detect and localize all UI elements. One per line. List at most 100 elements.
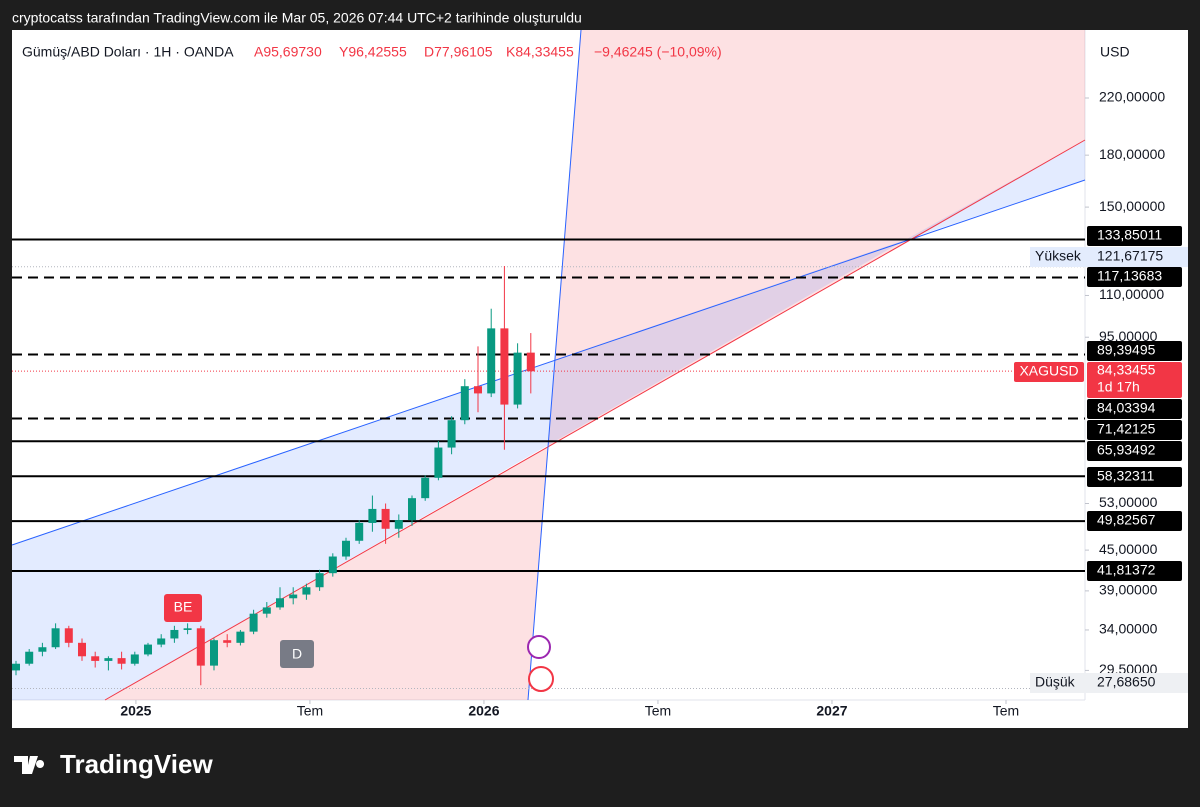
blue-zone	[12, 240, 905, 700]
last-name: XAGUSD	[1019, 363, 1078, 379]
x-tick-label: 2025	[120, 703, 151, 719]
y-tick-label: 180,00000	[1099, 146, 1165, 162]
marker-label: BE	[174, 599, 193, 615]
low-name: Düşük	[1035, 674, 1076, 690]
candle-body	[408, 498, 416, 521]
candle-body	[381, 508, 390, 529]
level-badge	[1087, 267, 1182, 287]
level-badge	[1087, 441, 1182, 461]
candle-body	[51, 628, 60, 648]
level-badge	[1087, 226, 1182, 246]
event-icon	[528, 666, 554, 692]
candle-body	[196, 628, 205, 666]
level-label: 41,81372	[1097, 562, 1156, 578]
candle-body	[434, 447, 443, 478]
candle-body	[460, 386, 469, 421]
y-tick-label: 95,00000	[1099, 328, 1158, 344]
candle-body	[117, 658, 126, 664]
x-tick-label: Tem	[993, 703, 1019, 719]
candle-body	[487, 328, 496, 394]
blue-zone	[905, 140, 1085, 240]
candle-body	[130, 654, 139, 664]
high-label: 121,67175	[1097, 248, 1163, 264]
candle-body	[500, 328, 509, 405]
candle-body	[144, 644, 152, 655]
candle-body	[513, 352, 522, 405]
level-badge	[1087, 420, 1182, 440]
event-icon	[527, 635, 551, 659]
candle-body	[170, 629, 179, 639]
ohlc-value: D77,96105	[424, 44, 493, 60]
ohlc-value: A95,69730	[254, 44, 322, 60]
level-label: 71,42125	[1097, 421, 1156, 437]
last-label: 84,33455	[1097, 362, 1156, 378]
low-badge	[1030, 673, 1188, 693]
candle-body	[104, 658, 113, 661]
y-tick-label: 150,00000	[1099, 198, 1165, 214]
candle-body	[474, 386, 482, 394]
candle-body	[421, 477, 430, 499]
candle-body	[328, 556, 337, 574]
x-tick-label: Tem	[297, 703, 323, 719]
trend-line	[527, 29, 582, 701]
symbol-title: Gümüş/ABD Doları · 1H · OANDA	[22, 44, 234, 60]
tv-logo	[14, 756, 45, 774]
y-tick-label: 110,00000	[1099, 286, 1164, 302]
candle-body	[526, 352, 535, 372]
last-name-badge	[1014, 362, 1084, 382]
countdown: 1d 17h	[1097, 379, 1140, 395]
candle-body	[262, 607, 271, 614]
brand: TradingView	[60, 749, 213, 779]
candle-body	[91, 656, 100, 661]
chart-panel	[12, 30, 1188, 728]
y-tick-label: 34,00000	[1099, 621, 1158, 637]
level-label: 89,39495	[1097, 342, 1156, 358]
candle-body	[368, 508, 377, 523]
level-badge	[1087, 561, 1182, 581]
trend-line	[11, 179, 1086, 546]
y-tick-label: 45,00000	[1099, 541, 1158, 557]
x-tick-label: 2026	[468, 703, 499, 719]
candle-body	[302, 587, 311, 595]
candle-body	[78, 642, 86, 657]
level-label: 58,32311	[1097, 468, 1155, 484]
candle-body	[236, 631, 245, 643]
level-badge	[1087, 399, 1182, 419]
y-tick-label: 39,00000	[1099, 582, 1158, 598]
level-badge	[1087, 511, 1182, 531]
level-badge	[1087, 341, 1182, 361]
candle-body	[183, 628, 192, 630]
low-label: 27,68650	[1097, 674, 1156, 690]
last-badge	[1087, 362, 1182, 398]
red-zone	[105, 30, 1085, 700]
candle-body	[289, 594, 298, 599]
trend-line	[104, 139, 1086, 701]
candle-body	[447, 420, 456, 448]
candle-body	[315, 573, 324, 588]
y-tick-label: 53,00000	[1099, 494, 1158, 510]
candle-body	[12, 663, 20, 671]
candle-body	[223, 640, 232, 643]
x-tick-label: 2027	[816, 703, 847, 719]
candle-body	[276, 598, 284, 608]
candle-body	[342, 540, 350, 557]
marker-be	[164, 594, 202, 622]
currency: USD	[1100, 44, 1130, 60]
candle-body	[25, 651, 34, 664]
level-label: 65,93492	[1097, 442, 1156, 458]
candle-body	[38, 647, 47, 652]
high-name: Yüksek	[1035, 248, 1082, 264]
level-label: 84,03394	[1097, 400, 1156, 416]
marker-label: D	[292, 646, 302, 662]
level-badge	[1087, 467, 1182, 487]
attribution: cryptocatss tarafından TradingView.com i…	[12, 10, 582, 26]
level-label: 49,82567	[1097, 512, 1156, 528]
candle-body	[394, 520, 403, 529]
ohlc-value: −9,46245 (−10,09%)	[594, 44, 722, 60]
marker-d	[280, 640, 314, 668]
high-badge	[1030, 247, 1188, 267]
ohlc-value: Y96,42555	[339, 44, 407, 60]
candle-body	[355, 522, 364, 541]
